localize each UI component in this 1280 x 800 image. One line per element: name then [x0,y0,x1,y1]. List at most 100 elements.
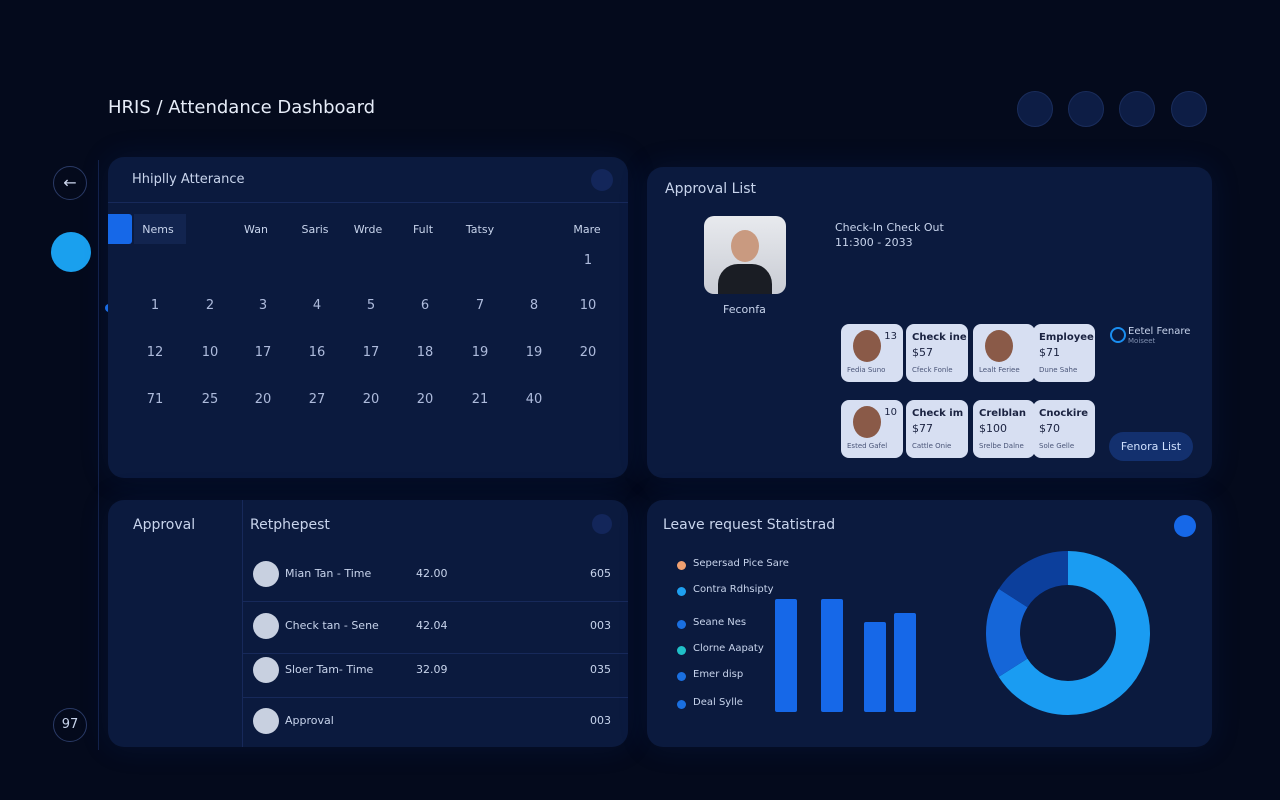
card-heading: Employee [1039,332,1094,343]
sidebar-divider [98,160,99,750]
day-cell: 20 [362,392,380,407]
approval-panel: Approval Retphepest Mian Tan - Time 42.00… [108,500,628,747]
day-cell: 25 [201,392,219,407]
nav-button[interactable] [108,214,132,244]
day-cell: 12 [146,345,164,360]
employee-card: Lealt Feriee [973,324,1035,382]
row-divider [242,697,628,698]
employee-card: Check im $77 Cattle Onie [906,400,968,458]
icon-button[interactable] [1171,91,1207,127]
approval-list-panel: Approval List Feconfa Check-In Check Out… [647,167,1212,478]
day-cell: 3 [258,298,268,313]
employee-card: 13 Fedia Suno [841,324,903,382]
icon [591,169,613,191]
day-cell: 16 [308,345,326,360]
divider [108,202,628,203]
legend-label: Sepersad Pice Sare [693,558,789,569]
day-cell: 10 [579,298,597,313]
icon-button[interactable] [1119,91,1155,127]
day-cell: 18 [416,345,434,360]
user-button[interactable] [51,232,91,272]
weekday-header: Wan [244,223,268,236]
collapse-button[interactable] [1174,515,1196,537]
list-button[interactable]: Fenora List [1109,432,1193,461]
row-code: 605 [590,567,611,580]
day-cell: 1 [583,253,593,268]
row-code: 003 [590,714,611,727]
icon [1110,327,1126,343]
note-title: Eetel Fenare [1128,326,1191,337]
weekday-header: Mare [573,223,601,236]
back-button[interactable]: ← [53,166,87,200]
weekday-header: Saris [301,223,329,236]
day-cell: 17 [362,345,380,360]
avatar [253,657,279,683]
avatar [853,406,881,438]
leave-panel: Leave request Statistrad Sepersad Pice S… [647,500,1212,747]
day-cell: 1 [150,298,160,313]
day-cell: 27 [308,392,326,407]
day-cell: 8 [529,298,539,313]
panel-title: Hhiplly Atterance [132,172,245,187]
card-heading: Check im [912,408,964,419]
card-caption: Lealt Feriee [979,366,1020,374]
row-divider [242,653,628,654]
check-title: Check-In Check Out [835,221,944,234]
avatar [853,330,881,362]
legend-dot [677,587,686,596]
card-caption: Dune Sahe [1039,366,1078,374]
card-amount: $70 [1039,422,1060,435]
employee-card: Employee $71 Dune Sahe [1033,324,1095,382]
page-title: HRIS / Attendance Dashboard [108,97,376,118]
bar [864,622,886,712]
card-badge: 13 [884,331,897,342]
weekday-header: Tatsy [465,223,495,236]
card-amount: $57 [912,346,933,359]
profile-name: Feconfa [723,303,766,316]
weekday-header: Nems [142,223,174,236]
panel-title: Retphepest [250,517,330,533]
panel-label: Approval [133,517,196,533]
donut-segment [986,551,1150,715]
card-heading: Cnockire [1039,408,1089,419]
check-time: 11:300 - 2033 [835,236,913,249]
legend-dot [677,561,686,570]
badge: 97 [53,708,87,742]
row-name: Check tan - Sene [285,619,379,632]
divider [242,500,243,747]
row-name: Sloer Tam- Time [285,663,374,676]
legend-dot [677,700,686,709]
avatar [253,613,279,639]
day-cell: 4 [312,298,322,313]
day-cell: 40 [525,392,543,407]
row-code: 003 [590,619,611,632]
legend-label: Emer disp [693,669,744,680]
day-cell: 20 [416,392,434,407]
icon-button[interactable] [1017,91,1053,127]
card-caption: Srelbe Dalne [979,442,1024,450]
donut-segment [986,551,1150,715]
day-cell: 6 [420,298,430,313]
bar [894,613,916,712]
day-cell: 7 [475,298,485,313]
legend-label: Contra Rdhsipty [693,584,774,595]
card-heading: Crelblan [979,408,1026,419]
day-cell: 20 [254,392,272,407]
panel-title: Leave request Statistrad [663,517,836,533]
row-time: 42.00 [416,567,448,580]
day-cell: 20 [579,345,597,360]
icon [592,514,612,534]
card-caption: Fedia Suno [847,366,886,374]
legend-dot [677,620,686,629]
row-time: 42.04 [416,619,448,632]
legend-dot [677,646,686,655]
avatar [985,330,1013,362]
card-badge: 10 [884,407,897,418]
weekday-header: Fult [412,223,434,236]
employee-card: Crelblan $100 Srelbe Dalne [973,400,1035,458]
day-cell: 10 [201,345,219,360]
icon-button[interactable] [1068,91,1104,127]
header-cell [134,214,186,244]
legend-label: Deal Sylle [693,697,743,708]
